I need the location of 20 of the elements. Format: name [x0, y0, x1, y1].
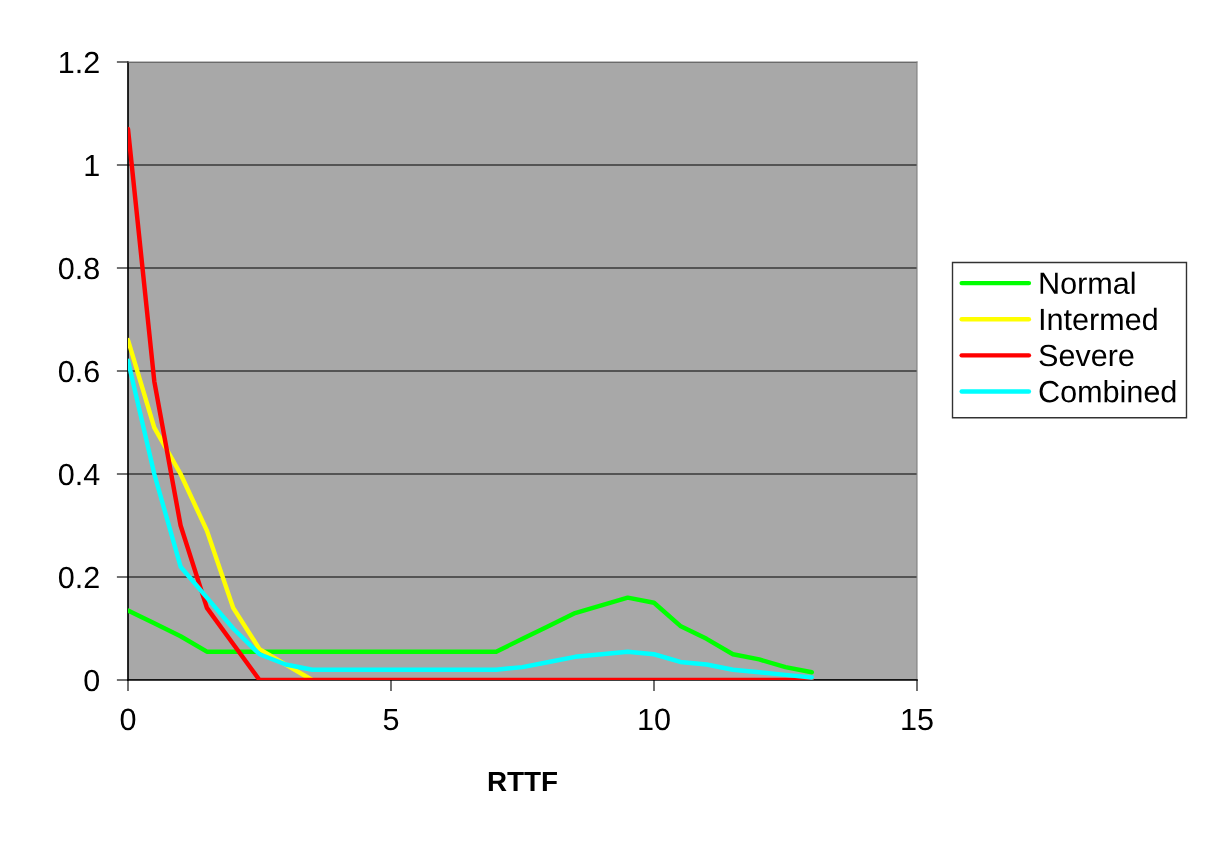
x-tick-label: 10 — [639, 708, 670, 731]
x-tick-label: 15 — [902, 708, 933, 731]
y-tick-label: 1 — [85, 155, 99, 177]
legend-label: Severe — [1039, 344, 1134, 367]
line-series — [128, 595, 815, 675]
y-tick-label: 0.8 — [58, 257, 99, 280]
x-tick-label: 0 — [120, 708, 136, 731]
line-series — [128, 126, 815, 680]
x-axis-title: RTTF — [488, 772, 557, 792]
legend-label: Normal — [1040, 271, 1135, 295]
y-tick-label: 0.2 — [58, 566, 99, 589]
line-series — [128, 358, 815, 680]
line-series — [128, 337, 315, 680]
y-tick-label: 0.6 — [58, 360, 99, 383]
y-tick-label: 0.4 — [58, 463, 100, 486]
y-tick-label: 1.2 — [60, 51, 99, 74]
y-tick-label: 0 — [84, 669, 100, 692]
legend-label: Intermed — [1040, 307, 1157, 331]
x-tick-label: 5 — [383, 708, 399, 731]
legend-label: Combined — [1039, 380, 1176, 403]
